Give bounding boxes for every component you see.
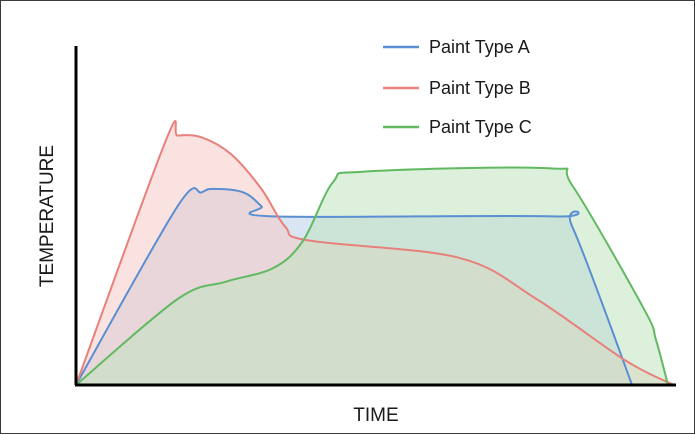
legend-item-paint-type-c: Paint Type C <box>383 117 532 137</box>
legend-label: Paint Type B <box>429 78 531 98</box>
series-lines <box>75 120 675 386</box>
line-paint-type-a <box>75 187 634 386</box>
legend: Paint Type A Paint Type B Paint Type C <box>383 37 532 137</box>
legend-label: Paint Type A <box>429 37 530 57</box>
line-paint-type-c <box>75 166 669 386</box>
legend-item-paint-type-b: Paint Type B <box>383 78 531 98</box>
legend-item-paint-type-a: Paint Type A <box>383 37 530 57</box>
line-paint-type-b <box>75 120 675 386</box>
area-paint-type-c <box>76 167 668 385</box>
legend-label: Paint Type C <box>429 117 532 137</box>
x-axis-label: TIME <box>353 405 398 426</box>
series-areas <box>76 121 674 385</box>
y-axis-label: TEMPERATURE <box>37 145 58 287</box>
